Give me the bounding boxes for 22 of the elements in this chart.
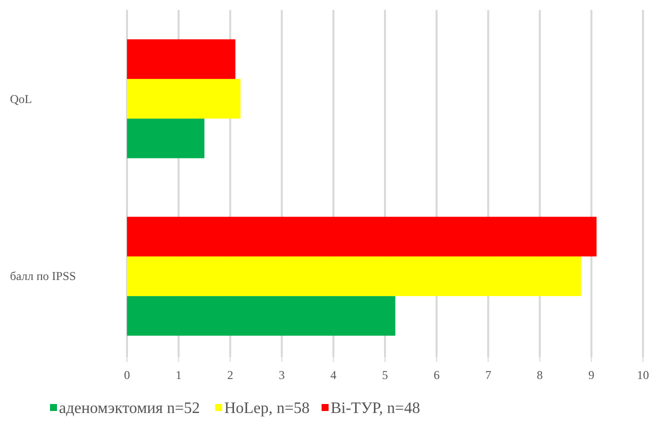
x-tick-label: 8 [536,368,543,382]
legend-label: аденомэктомия n=52 [59,400,200,417]
x-tick-label: 1 [176,368,182,382]
y-tick-label: балл по IPSS [10,269,76,284]
legend-label: Bi-TУР, n=48 [330,400,420,417]
x-tick-label: 3 [278,368,285,382]
x-tick-label: 9 [588,368,594,382]
x-tick-label: 7 [485,368,492,382]
x-tick-label: 10 [637,368,649,382]
bar [127,39,236,79]
bar [127,296,396,336]
x-tick-label: 6 [434,368,440,382]
bar [127,118,204,158]
bar [127,256,582,296]
x-tick-label: 5 [382,368,388,382]
x-tick-label: 2 [227,368,234,382]
legend-label: HoLep, n=58 [224,400,310,417]
bar [127,216,597,256]
x-tick-label: 4 [330,368,336,382]
y-tick-label: QoL [10,92,32,106]
x-tick-label: 0 [124,368,130,382]
bar [127,78,241,119]
